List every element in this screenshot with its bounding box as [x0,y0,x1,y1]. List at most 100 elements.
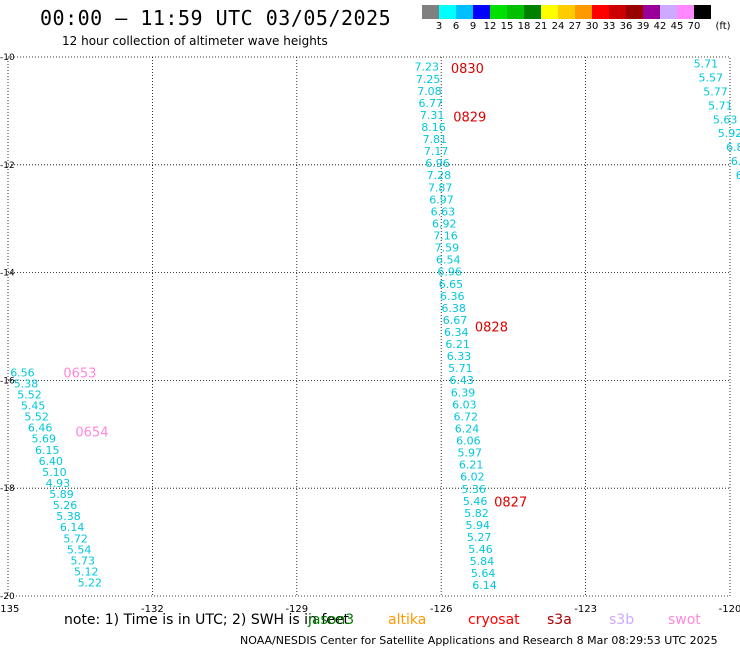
lat-tick-label: -10 [0,53,15,63]
lat-tick-label: -16 [0,376,15,386]
color-scale-label: 36 [619,21,633,32]
satellite-legend-jason3: jason3 [308,612,355,628]
satellite-legend-swot: swot [668,612,701,628]
wave-height-value: 6.40 [39,455,64,468]
wave-height-value: 5.26 [53,499,78,512]
wave-height-value: 7.25 [416,73,441,86]
wave-height-value: 5.89 [49,488,74,501]
wave-height-value: 6.96 [425,157,450,170]
wave-height-value: 5.82 [464,507,489,520]
satellite-legend-cryosat: cryosat [468,612,520,628]
color-swatch [694,5,711,19]
wave-height-value: 5.22 [78,577,103,590]
color-scale-label: 12 [483,21,497,32]
wave-height-value: 7.28 [427,169,452,182]
map-border [7,56,731,597]
wave-height-value: 5.69 [31,433,56,446]
color-scale-label: 15 [500,21,514,32]
wave-height-value: 6.67 [443,314,468,327]
color-scale-label: 33 [602,21,616,32]
wave-height-value: 5.71 [694,57,719,70]
grid-lines [7,56,731,597]
wave-height-value: 5.73 [70,554,95,567]
color-swatch [592,5,609,19]
color-scale-label: 39 [636,21,650,32]
wave-height-value: 5.27 [467,531,492,544]
wave-height-value: 6.1 [736,169,740,182]
wave-height-value: 5.97 [457,447,482,460]
wave-height-value: 5.52 [17,388,42,401]
color-scale-label: 42 [653,21,667,32]
wave-height-value: 6.8 [726,141,740,154]
pass-time-label: 0654 [75,426,108,441]
wave-height-value: 6.36 [440,290,465,303]
wave-height-value: 6.03 [452,398,477,411]
color-swatch [626,5,643,19]
lat-tick-label: -20 [0,592,15,602]
color-swatch [660,5,677,19]
color-scale-label: 6 [452,21,460,32]
wave-height-value: 8.16 [421,121,446,134]
wave-height-value: 7.81 [423,133,448,146]
lon-tick-label: -135 [0,604,19,615]
wave-height-value: 7.16 [433,230,458,243]
credit-line: NOAA/NESDIS Center for Satellite Applica… [240,634,718,647]
satellite-legend-altika: altika [388,612,427,628]
wave-height-value: 6.21 [459,459,484,472]
wave-height-value: 5.57 [698,71,723,84]
wave-height-value: 6.63 [431,205,456,218]
lat-tick-label: -18 [0,484,15,494]
color-swatch [473,5,490,19]
color-swatch [677,5,694,19]
color-scale-label: 9 [469,21,477,32]
pass-time-labels: 0830 0829 0828 0827 0653 0654 [63,62,527,511]
wave-height-value: 5.10 [42,466,67,479]
color-scale-label: 30 [585,21,599,32]
color-swatch [575,5,592,19]
color-swatch [558,5,575,19]
wave-height-value: 6.34 [444,326,469,339]
wave-height-value: 6.65 [439,278,464,291]
page-subtitle: 12 hour collection of altimeter wave hei… [62,34,328,48]
wave-height-value: 6.02 [460,471,485,484]
lon-tick-label: -132 [141,604,164,615]
wave-height-value: 6.14 [60,521,85,534]
wave-height-value: 6.24 [455,422,480,435]
wave-height-value: 7.87 [428,181,453,194]
wave-height-value: 6.46 [28,422,53,435]
wave-height-value: 6.77 [419,97,444,110]
wave-height-value: 5.12 [74,565,99,578]
wave-height-value: 4.93 [46,477,71,490]
wave-height-value: 6.39 [451,386,476,399]
wave-height-value: 7.59 [435,242,460,255]
wave-height-value: 5.45 [21,400,46,413]
lon-tick-label: -129 [285,604,308,615]
pass-time-label: 0827 [494,496,527,511]
lon-tick-label: -123 [574,604,597,615]
lon-tick-label: -120 [719,604,740,615]
satellite-legend-s3a: s3a [547,612,572,628]
pass-time-label: 0653 [63,366,96,381]
pass-time-label: 0828 [475,321,508,336]
axis-tick-labels: -135 -132 -129 -126 -123 -120 -10 -12 -14 -16 -18 -… [0,53,740,615]
wave-height-value: 5.71 [708,99,733,112]
lat-tick-label: -12 [0,161,15,171]
wave-height-value: 6.56 [10,366,35,379]
color-swatch [507,5,524,19]
wave-height-value: 6.33 [447,350,472,363]
color-scale-unit: (ft) [715,21,731,32]
wave-height-value: 6.72 [453,410,478,423]
color-scale-label: 24 [551,21,565,32]
color-swatch [643,5,660,19]
wave-height-value: 5.71 [448,362,473,375]
color-swatch [524,5,541,19]
wave-height-value: 6.21 [445,338,470,351]
color-scale-label: 45 [670,21,684,32]
wave-height-value: 5.46 [463,495,488,508]
wave-height-value: 5.54 [67,543,92,556]
wave-height-tracks: 7.237.257.086.777.318.167.817.176.967.28… [10,57,740,592]
wave-height-value: 7.08 [417,85,442,98]
wave-height-value: 5.52 [24,411,49,424]
wave-height-value: 6.38 [441,302,466,315]
